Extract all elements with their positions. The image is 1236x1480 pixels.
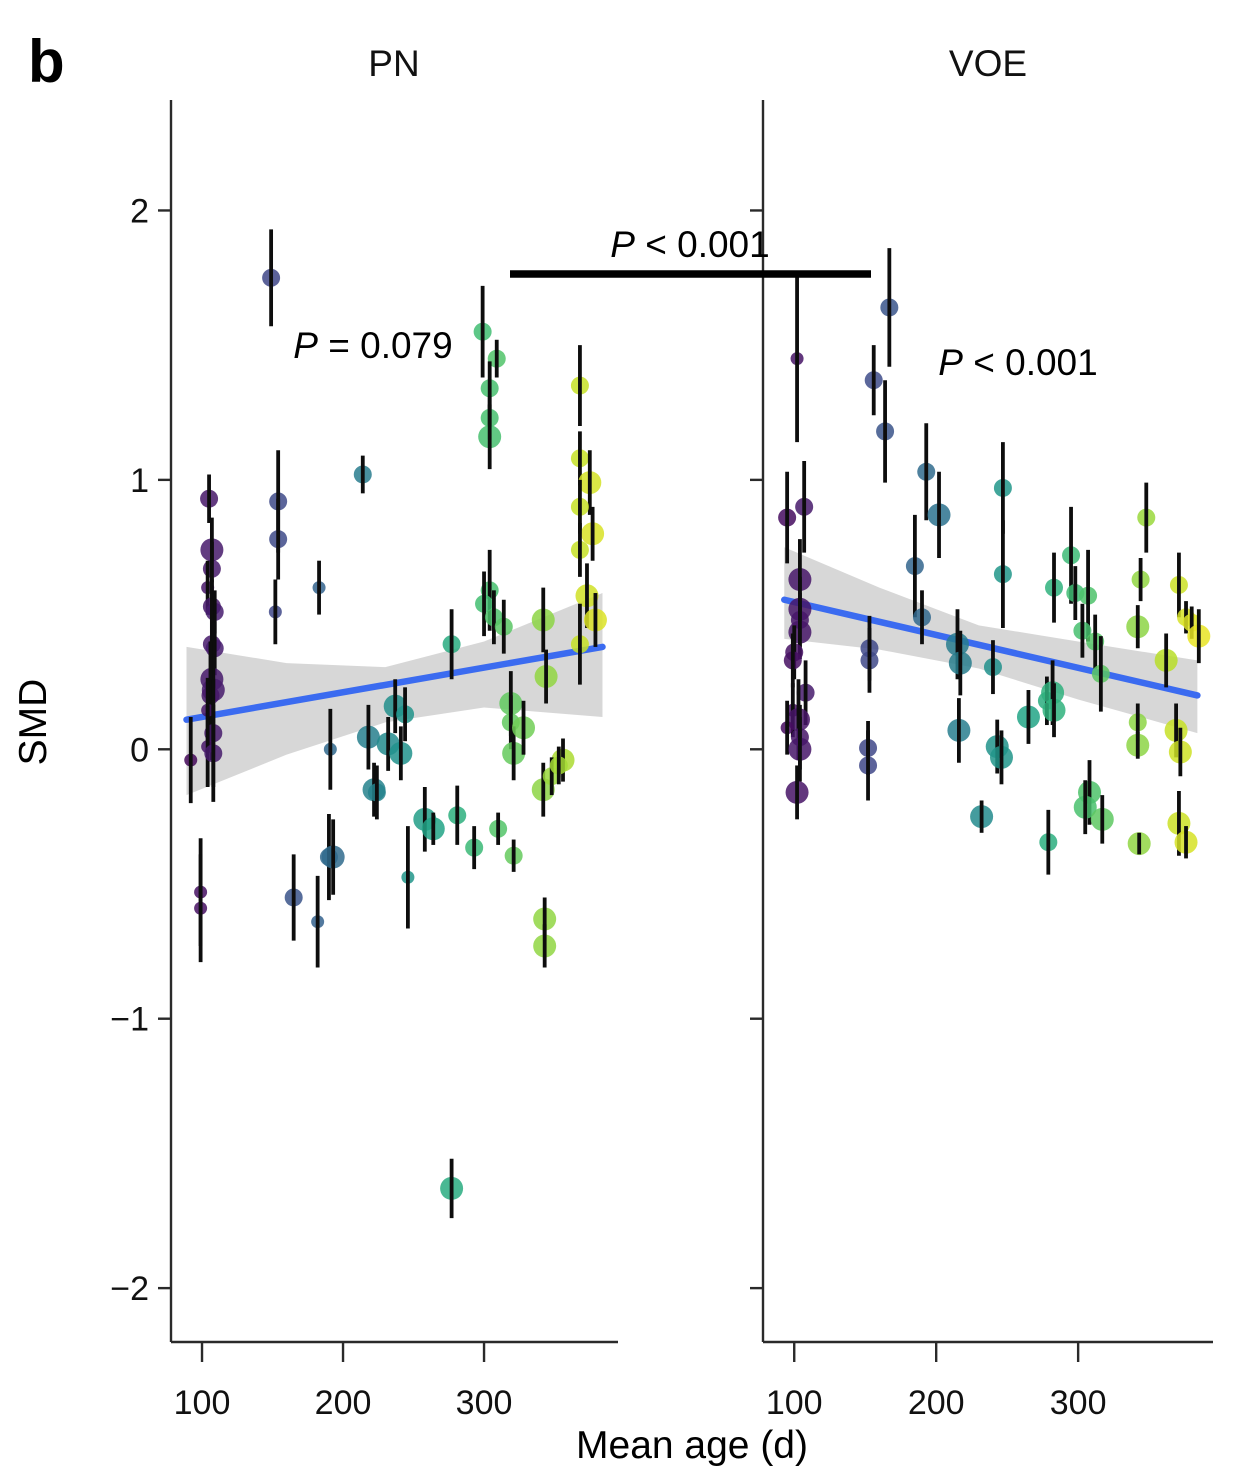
panel-pn: 2 1 0 −1 −2 100 200 300 P = 0.079 (110, 100, 618, 1422)
x-tick-label: 300 (1050, 1384, 1107, 1422)
panel-voe: 100 200 300 P < 0.001 (750, 100, 1213, 1422)
x-axis-label: Mean age (d) (576, 1424, 808, 1467)
panel-title-voe: VOE (949, 43, 1027, 84)
regression-line (781, 596, 1201, 699)
y-tick-label: −2 (110, 1270, 149, 1308)
p-value-annotation-pn: P = 0.079 (293, 325, 452, 366)
confidence-band (784, 547, 1198, 734)
y-tick-label: 2 (130, 192, 149, 230)
panel-letter: b (28, 28, 65, 95)
y-tick-label: 1 (130, 462, 149, 500)
x-tick-label: 300 (456, 1384, 513, 1422)
y-tick-label: −1 (110, 1001, 149, 1039)
x-tick-label: 100 (766, 1384, 823, 1422)
x-tick-label: 100 (174, 1384, 231, 1422)
significance-bridge-label: P < 0.001 (610, 224, 769, 265)
significance-bridge: P < 0.001 (510, 224, 871, 278)
chart-area: 2 1 0 −1 −2 100 200 300 P = 0.079 100 200 300 P < 0.… (110, 100, 1213, 1422)
x-tick-label: 200 (315, 1384, 372, 1422)
x-tick-label: 200 (908, 1384, 965, 1422)
panel-title-pn: PN (368, 43, 419, 84)
y-axis-label: SMD (12, 679, 55, 766)
y-tick-label: 0 (130, 731, 149, 769)
p-value-annotation-voe: P < 0.001 (938, 342, 1097, 383)
